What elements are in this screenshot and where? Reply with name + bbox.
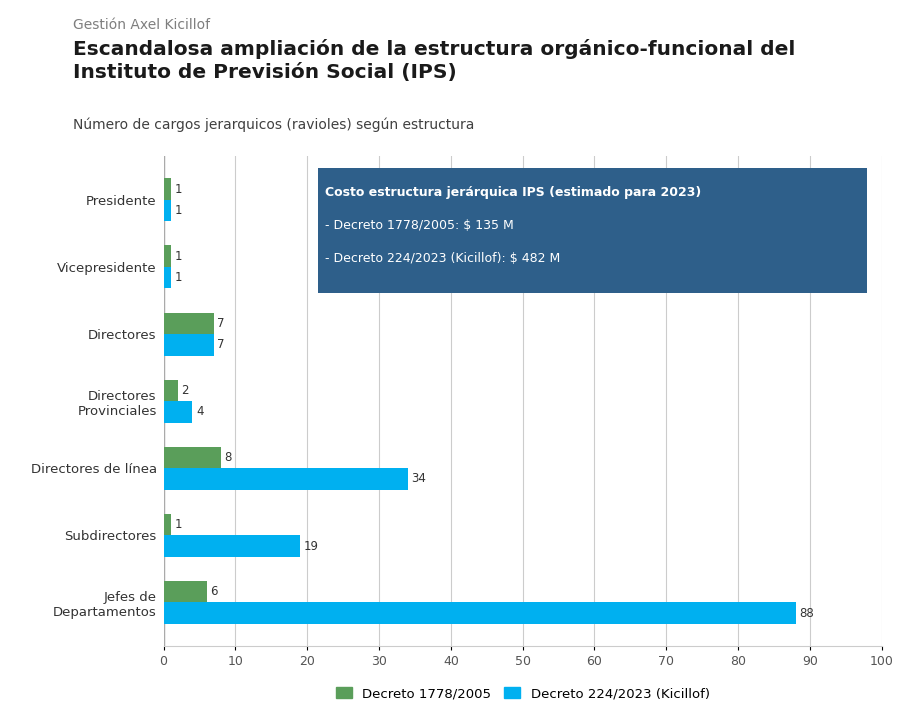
Legend: Decreto 1778/2005, Decreto 224/2023 (Kicillof): Decreto 1778/2005, Decreto 224/2023 (Kic…	[330, 682, 715, 706]
Text: 88: 88	[799, 607, 814, 620]
Text: 7: 7	[217, 317, 225, 330]
Bar	[164, 178, 171, 200]
Text: 7: 7	[217, 338, 225, 351]
Bar	[164, 514, 171, 535]
Bar	[164, 603, 795, 624]
Bar	[164, 267, 171, 288]
Bar	[164, 447, 221, 469]
Text: - Decreto 224/2023 (Kicillof): $ 482 M: - Decreto 224/2023 (Kicillof): $ 482 M	[325, 252, 561, 266]
Text: Número de cargos jerarquicos (ravioles) según estructura: Número de cargos jerarquicos (ravioles) …	[73, 117, 474, 131]
Text: 8: 8	[225, 451, 232, 464]
FancyBboxPatch shape	[318, 168, 867, 293]
Bar	[164, 581, 206, 603]
Text: 1: 1	[175, 271, 182, 284]
Text: 1: 1	[175, 250, 182, 263]
Bar	[164, 334, 214, 356]
Text: 2: 2	[182, 384, 189, 397]
Text: 4: 4	[196, 405, 204, 418]
Bar	[164, 535, 300, 557]
Text: Costo estructura jerárquica IPS (estimado para 2023): Costo estructura jerárquica IPS (estimad…	[325, 185, 702, 199]
Text: 6: 6	[210, 585, 218, 599]
Bar	[164, 312, 214, 334]
Text: 1: 1	[175, 204, 182, 217]
Bar	[164, 401, 193, 422]
Text: Escandalosa ampliación de la estructura orgánico-funcional del
Instituto de Prev: Escandalosa ampliación de la estructura …	[73, 39, 795, 82]
Text: Gestión Axel Kicillof: Gestión Axel Kicillof	[73, 18, 210, 32]
Text: 1: 1	[175, 182, 182, 195]
Bar	[164, 200, 171, 222]
Bar	[164, 380, 178, 401]
Text: 34: 34	[412, 472, 426, 486]
Bar	[164, 246, 171, 267]
Text: 1: 1	[175, 518, 182, 531]
Bar	[164, 469, 408, 490]
Text: - Decreto 1778/2005: $ 135 M: - Decreto 1778/2005: $ 135 M	[325, 219, 514, 232]
Text: 19: 19	[304, 540, 319, 552]
